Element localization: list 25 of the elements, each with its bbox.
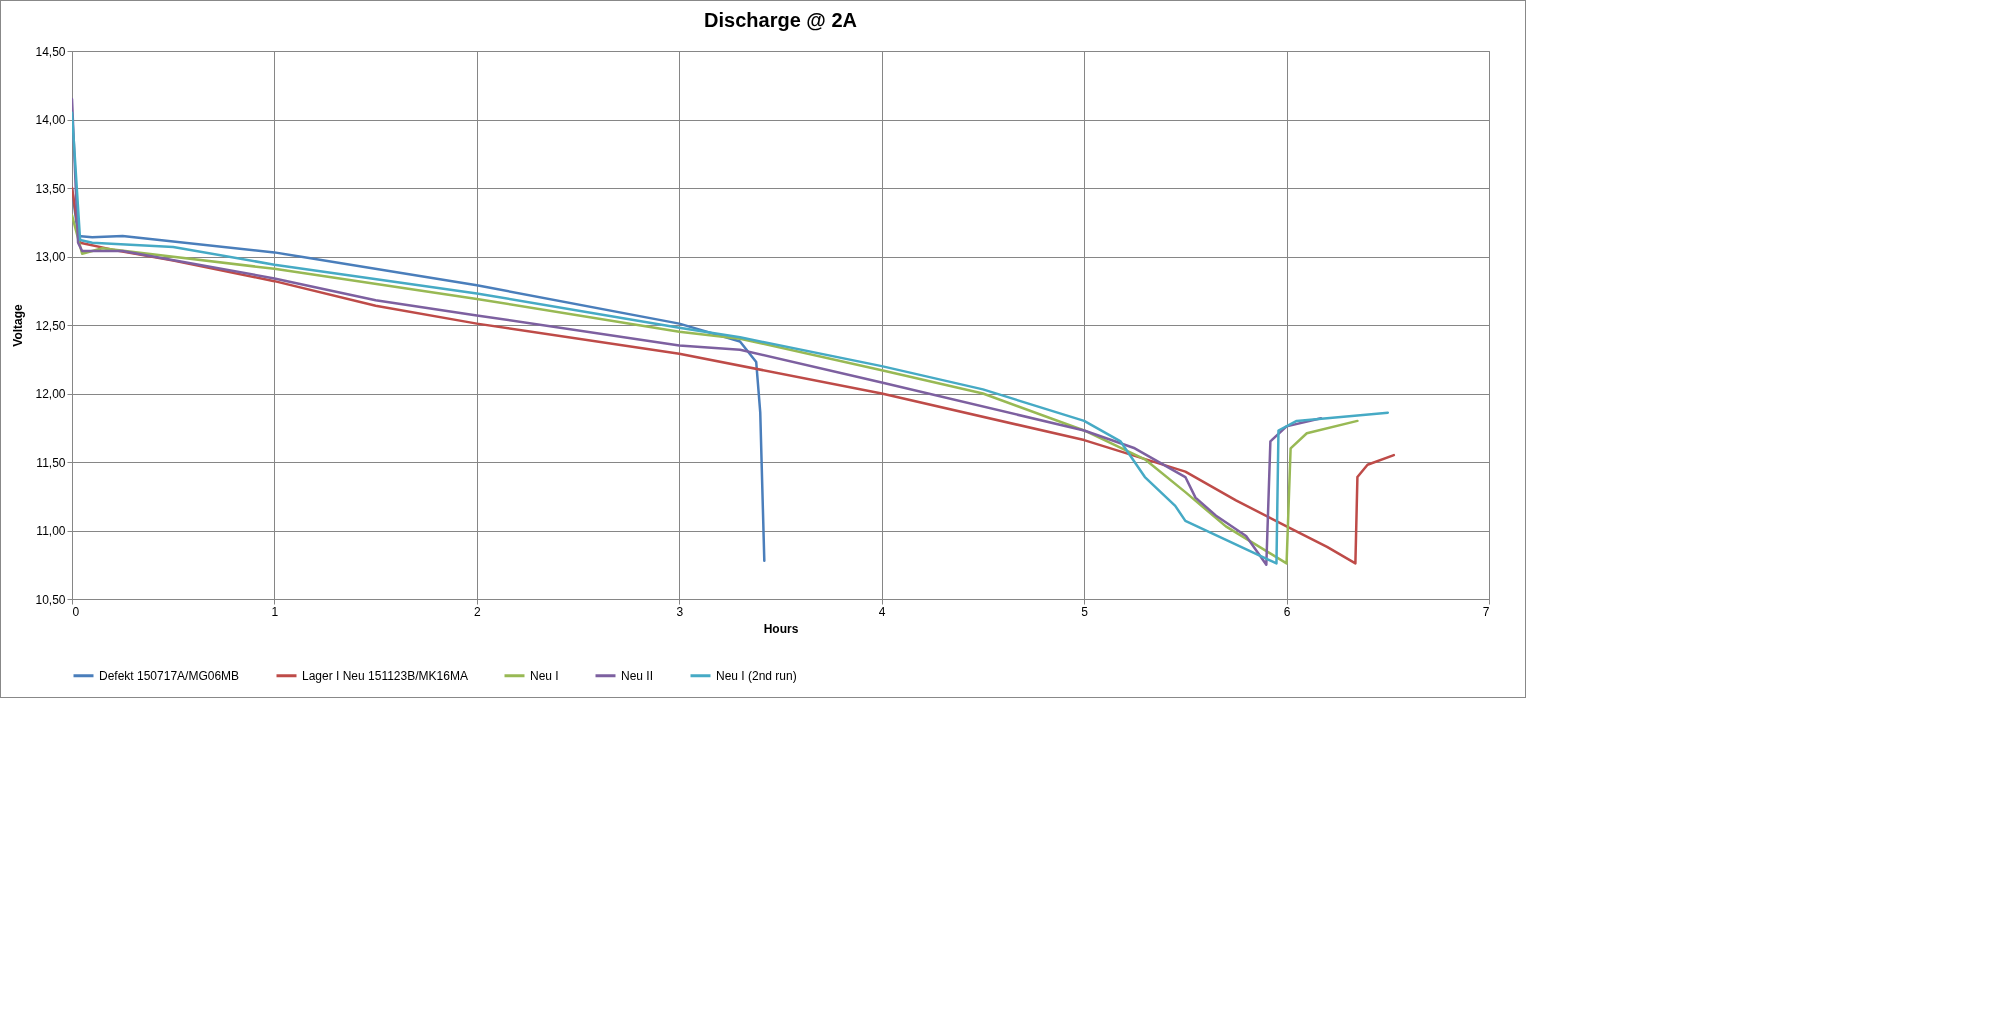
x-tick-label: 2 — [474, 604, 482, 619]
y-tick-label: 13,00 — [35, 250, 66, 264]
y-tick-label: 12,00 — [35, 387, 66, 401]
x-tick-label: 7 — [1482, 604, 1490, 619]
legend-label: Lager I Neu 151123B/MK16MA — [302, 668, 468, 683]
y-tick-label: 13,50 — [35, 181, 66, 196]
legend-label: Defekt 150717A/MG06MB — [99, 668, 240, 683]
x-tick-label: 3 — [676, 604, 684, 619]
x-tick-label: 4 — [878, 604, 886, 619]
x-tick-label: 0 — [72, 604, 80, 619]
legend-label: Neu I (2nd run) — [716, 668, 797, 683]
y-tick-label: 12,50 — [35, 318, 66, 333]
legend-label: Neu II — [621, 668, 654, 683]
chart-title: Discharge @ 2A — [704, 9, 857, 31]
x-tick-label: 1 — [271, 604, 279, 619]
x-tick-label: 6 — [1283, 604, 1291, 619]
y-axis-title: Voltage — [11, 303, 26, 347]
y-tick-label: 10,50 — [35, 592, 66, 607]
y-tick-label: 11,00 — [36, 524, 66, 538]
x-tick-label: 5 — [1081, 604, 1089, 619]
y-tick-label: 11,50 — [36, 455, 66, 470]
legend-label: Neu I — [530, 668, 559, 683]
y-tick-label: 14,00 — [35, 113, 66, 127]
x-axis-title: Hours — [763, 621, 799, 636]
y-tick-label: 14,50 — [35, 44, 66, 59]
